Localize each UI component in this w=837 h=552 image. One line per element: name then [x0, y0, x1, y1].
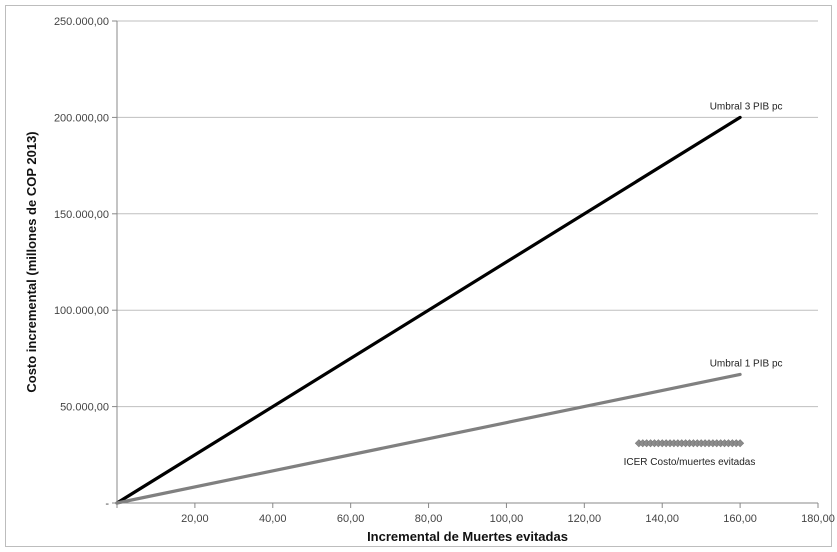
series-layer — [115, 115, 745, 505]
y-tick-label-2: 100.000,00 — [54, 305, 109, 317]
x-tick-label-5: 120,00 — [568, 513, 602, 525]
x-tick-label-0: 20,00 — [181, 513, 209, 525]
x-tick-label-2: 60,00 — [337, 513, 365, 525]
series-line-umbral-1-pib-pc — [115, 372, 742, 505]
y-tick-label-1: 50.000,00 — [60, 402, 109, 414]
y-tick-label-3: 150.000,00 — [54, 209, 109, 221]
chart-frame — [5, 5, 832, 547]
x-tick-label-6: 140,00 — [645, 513, 679, 525]
scatter-point-26 — [736, 439, 745, 448]
x-tick-label-7: 160,00 — [723, 513, 757, 525]
x-axis-title: Incremental de Muertes evitadas — [367, 529, 568, 544]
gridlines — [117, 20, 818, 408]
y-axis-title: Costo incremental (millones de COP 2013) — [24, 131, 39, 392]
y-tick-label-5: 250.000,00 — [54, 16, 109, 28]
series-label-umbral-1-pib-pc: Umbral 1 PIB pc — [710, 358, 783, 369]
y-tick-labels: - 50.000,00 100.000,00 150.000,00 200.000,00… — [54, 16, 109, 510]
axes — [112, 20, 819, 508]
x-tick-label-8: 180,00 — [801, 513, 835, 525]
x-tick-label-1: 40,00 — [259, 513, 287, 525]
labels-layer: Umbral 3 PIB pc Umbral 1 PIB pc ICER Costo… — [624, 101, 783, 468]
x-tick-label-4: 100,00 — [490, 513, 524, 525]
x-tick-labels: 20,00 40,00 60,00 80,00 100,00 120,00 140,00 16… — [181, 513, 835, 525]
series-line-umbral-3-pib-pc — [115, 115, 742, 505]
y-tick-label-4: 200.000,00 — [54, 112, 109, 124]
y-tick-label-0: - — [105, 498, 109, 510]
series-label-icer-costo-muertes-evitadas: ICER Costo/muertes evitadas — [624, 457, 756, 468]
x-tick-label-3: 80,00 — [415, 513, 443, 525]
series-label-umbral-3-pib-pc: Umbral 3 PIB pc — [710, 101, 783, 112]
